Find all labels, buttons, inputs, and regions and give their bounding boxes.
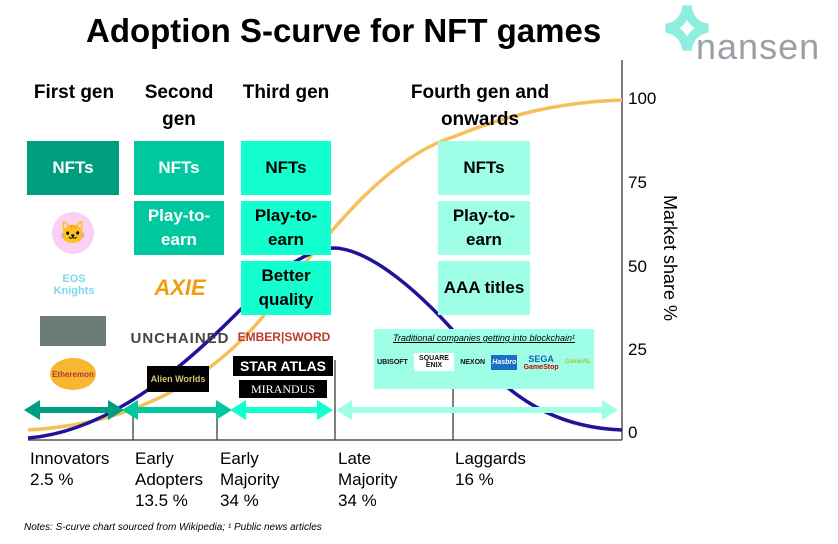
segment-name: Innovators [30, 449, 110, 468]
y-axis-label: Market share % [660, 195, 680, 322]
gen3-heading: Third gen [242, 82, 330, 103]
y-tick-75: 75 [628, 173, 647, 192]
y-tick-50: 50 [628, 257, 647, 276]
segment-early-majority: Early Majority 34 % [220, 448, 300, 511]
y-tick-0: 0 [628, 423, 638, 442]
arrows [24, 400, 618, 420]
gods-unchained-logo: UNCHAINED [130, 329, 230, 347]
gen2-heading: Second gen [144, 82, 214, 130]
brand-name: nansen [696, 26, 821, 67]
gen4-feature-aaa: AAA titles [438, 261, 530, 315]
ubisoft-logo: UBISOFT [377, 358, 408, 366]
gen4-feature-p2e: Play-to-earn [438, 201, 530, 255]
nexon-logo: NEXON [460, 358, 486, 366]
segment-laggards: Laggards 16 % [455, 448, 526, 490]
segment-pct: 2.5 % [30, 470, 74, 489]
hasbro-logo: Hasbro [491, 354, 518, 370]
gen1-heading: First gen [33, 82, 115, 103]
segment-name: Late Majority [338, 449, 398, 489]
segment-pct: 13.5 % [135, 491, 188, 510]
y-tick-25: 25 [628, 340, 647, 359]
gen4-heading: Fourth gen and onwards [410, 82, 550, 130]
gen4-feature-nfts: NFTs [438, 141, 530, 195]
traditional-title: Traditional companies getting into block… [393, 333, 575, 343]
axie-infinity-logo: AXIE [154, 275, 206, 300]
gamevil-logo: GameVIL [564, 359, 591, 365]
gen3-feature-p2e: Play-to-earn [241, 201, 331, 255]
s-curve-line [27, 98, 623, 432]
segment-name: Early Majority [220, 449, 280, 489]
traditional-companies-box: Traditional companies getting into block… [374, 329, 594, 389]
sega-logo: SEGA [528, 353, 554, 364]
segment-pct: 16 % [455, 470, 494, 489]
gen2-feature-p2e: Play-to-earn [134, 201, 224, 255]
segment-name: Laggards [455, 449, 526, 468]
segment-late-majority: Late Majority 34 % [338, 448, 418, 511]
segment-innovators: Innovators 2.5 % [30, 448, 109, 490]
segment-early-adopters: Early Adopters 13.5 % [135, 448, 215, 511]
gen1-feature-nfts: NFTs [27, 141, 119, 195]
ember-sword-logo: EMBER|SWORD [237, 330, 331, 344]
star-atlas-logo: STAR ATLAS [233, 356, 333, 376]
gamestop-logo: GameStop [523, 363, 559, 371]
mirandus-logo: MIRANDUS [239, 380, 327, 398]
segment-pct: 34 % [220, 491, 259, 510]
cryptokitties-logo: 🐱 [52, 212, 94, 254]
eos-knights-logo: EOS Knights [53, 273, 95, 297]
nansen-logo: nansen [660, 4, 835, 67]
y-tick-100: 100 [628, 89, 657, 108]
gen3-feature-nfts: NFTs [241, 141, 331, 195]
segment-pct: 34 % [338, 491, 377, 510]
gen3-feature-quality: Better quality [241, 261, 331, 315]
gen2-feature-nfts: NFTs [134, 141, 224, 195]
segment-name: Early Adopters [135, 449, 204, 489]
nansen-diamond-icon [665, 5, 709, 51]
etheremon-logo: Etheremon [50, 358, 96, 390]
decentraland-logo [40, 316, 106, 346]
square-enix-logo: SQUARE ENIX [414, 353, 455, 371]
page-title: Adoption S-curve for NFT games [86, 12, 602, 49]
alien-worlds-logo: Alien Worlds [147, 366, 209, 392]
footnote: Notes: S-curve chart sourced from Wikipe… [24, 522, 322, 533]
